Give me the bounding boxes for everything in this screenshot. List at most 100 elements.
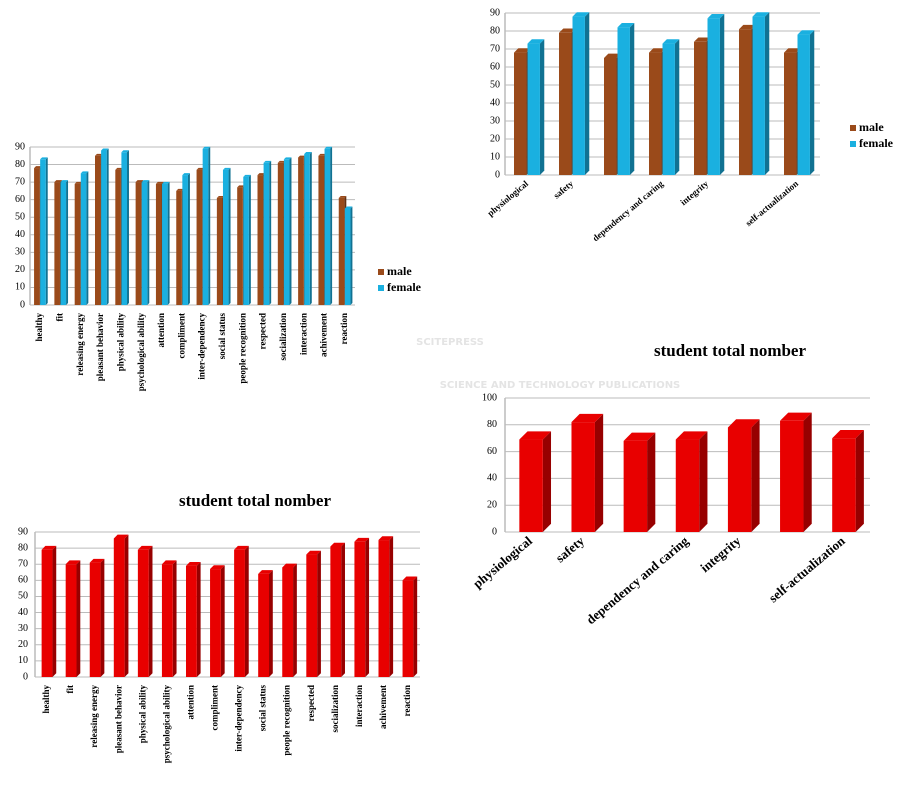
bar-top: [780, 412, 812, 421]
bar-top: [234, 545, 249, 550]
x-tick-label: self-actualization: [744, 178, 801, 228]
bar: [80, 173, 87, 305]
bar: [41, 549, 53, 677]
bar-top: [354, 537, 370, 542]
x-tick-label: fit: [55, 313, 65, 322]
bar-side: [719, 14, 725, 176]
bar-top: [216, 195, 225, 198]
bar-top: [161, 560, 177, 565]
bar-top: [80, 171, 89, 174]
x-tick-label: interaction: [354, 685, 364, 727]
bar: [402, 580, 414, 677]
x-tick-label: achivement: [378, 685, 388, 729]
legend-swatch: [850, 125, 856, 131]
x-tick-label: reaction: [402, 685, 412, 716]
bar-top: [113, 534, 129, 539]
y-tick-label: 70: [490, 43, 500, 54]
bar-top: [121, 150, 129, 153]
bar: [344, 208, 351, 305]
bar-side: [106, 148, 109, 305]
x-tick-label: dependency and caring: [583, 533, 692, 627]
y-tick-label: 0: [495, 169, 500, 180]
bar-top: [182, 173, 190, 176]
bar-top: [277, 160, 286, 163]
bar-top: [141, 180, 150, 183]
bar: [141, 182, 148, 305]
x-tick-label: compliment: [210, 685, 220, 731]
y-tick-label: 60: [487, 446, 497, 457]
x-tick-label: safety: [553, 533, 588, 566]
bar: [65, 564, 77, 677]
bar-top: [304, 152, 312, 155]
bar-side: [699, 431, 708, 532]
bar-top: [338, 195, 347, 198]
bar-top: [222, 167, 231, 170]
legend-label: male: [859, 120, 884, 134]
bar-side: [350, 206, 353, 305]
bar-top: [402, 576, 418, 581]
x-tick-label: pleasant behavior: [95, 313, 105, 381]
bar-side: [66, 180, 69, 305]
y-tick-label: 60: [490, 61, 500, 72]
x-tick-label: fit: [65, 685, 75, 694]
bar-top: [115, 167, 123, 170]
bar-top: [41, 545, 57, 550]
bar-top: [135, 180, 144, 183]
bar: [282, 567, 294, 677]
bar: [34, 168, 40, 305]
bar-side: [389, 536, 394, 677]
bar-side: [196, 562, 201, 677]
bar: [318, 155, 325, 305]
bar-top: [318, 153, 327, 156]
y-tick-label: 60: [18, 575, 28, 586]
bar-top: [258, 570, 273, 574]
x-tick-label: safety: [551, 178, 575, 200]
bar-side: [124, 534, 129, 677]
y-tick-label: 70: [18, 559, 28, 570]
x-tick-label: attention: [185, 685, 195, 720]
bar-side: [187, 173, 190, 305]
x-tick-label: physical ability: [137, 685, 147, 744]
y-tick-label: 40: [18, 607, 28, 618]
bar-side: [674, 39, 680, 176]
bar-top: [832, 429, 864, 439]
bar-top: [162, 181, 170, 184]
y-tick-label: 80: [490, 25, 500, 36]
y-tick-label: 20: [18, 639, 28, 650]
bar: [378, 540, 390, 677]
bar: [89, 562, 101, 677]
bar-top: [559, 28, 576, 33]
bar: [277, 162, 284, 305]
bar: [263, 162, 270, 305]
x-tick-label: dependency and caring: [590, 178, 665, 243]
y-tick-label: 80: [18, 542, 28, 553]
bar: [234, 549, 245, 677]
bar: [162, 183, 168, 305]
bar-side: [647, 432, 656, 532]
bar-side: [244, 545, 249, 677]
bar: [101, 150, 107, 305]
legend-swatch: [378, 285, 384, 291]
bar: [604, 58, 617, 175]
bar-top: [202, 146, 211, 149]
bar-side: [148, 545, 153, 677]
y-tick-label: 90: [490, 7, 500, 18]
x-tick-label: psychological ability: [136, 313, 146, 392]
x-tick-label: respected: [258, 313, 268, 349]
bar-side: [365, 537, 370, 677]
bar: [185, 565, 197, 677]
bar-top: [257, 173, 266, 176]
x-tick-label: compliment: [176, 313, 186, 359]
bar-top: [176, 188, 184, 191]
bar-side: [76, 560, 81, 677]
bar-top: [519, 431, 552, 440]
bar: [258, 573, 270, 677]
y-tick-label: 70: [15, 176, 25, 187]
bar: [832, 438, 856, 532]
bar-side: [167, 181, 170, 305]
bar-side: [269, 570, 273, 677]
y-tick-label: 0: [492, 526, 497, 537]
x-tick-label: pleasant behavior: [113, 685, 123, 753]
bar: [60, 182, 67, 305]
bar: [54, 182, 60, 305]
